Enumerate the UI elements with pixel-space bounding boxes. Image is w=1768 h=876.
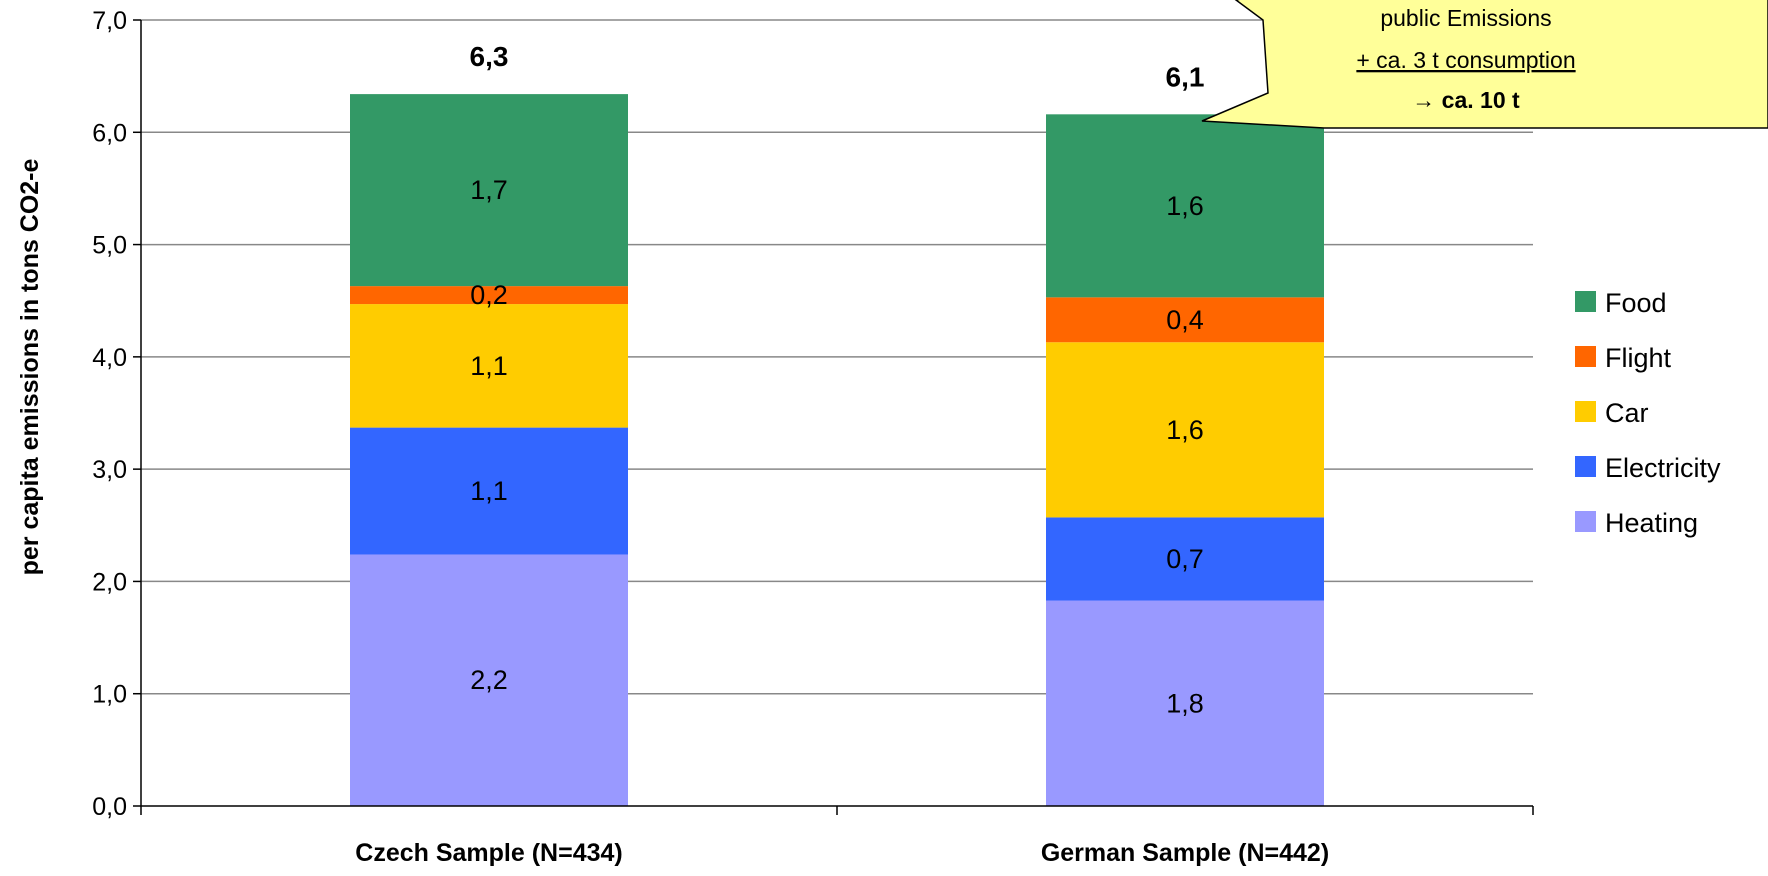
callout-line-1: public Emissions [1380, 5, 1551, 31]
data-label: 0,4 [1166, 305, 1204, 335]
callout-line-2: + ca. 3 t consumption [1356, 47, 1575, 73]
x-category-label: Czech Sample (N=434) [355, 839, 622, 867]
bar-segment-car [350, 304, 628, 428]
data-label: 0,2 [470, 280, 508, 310]
legend-label: Electricity [1605, 453, 1721, 483]
y-tick-label: 6,0 [92, 119, 127, 147]
data-label: 0,7 [1166, 544, 1204, 574]
legend-swatch-heating [1575, 511, 1596, 532]
legend-swatch-food [1575, 291, 1596, 312]
bar-segment-heating [350, 554, 628, 806]
total-label: 6,3 [470, 41, 509, 72]
axes: 0,0 1,0 2,0 3,0 4,0 5,0 6,0 7,0 [92, 7, 1534, 821]
data-label: 2,2 [470, 665, 508, 695]
y-tick-label: 7,0 [92, 7, 127, 35]
bar-segment-flight [1046, 297, 1324, 343]
data-label: 1,8 [1166, 688, 1204, 718]
legend-swatch-car [1575, 401, 1596, 422]
x-category-label: German Sample (N=442) [1041, 839, 1329, 867]
data-label: 1,1 [470, 476, 508, 506]
bars [350, 94, 1324, 806]
total-label: 6,1 [1166, 61, 1205, 92]
bar-segment-food [350, 94, 628, 287]
y-axis-label: per capita emissions in tons CO2-e [16, 159, 44, 576]
y-tick-label: 4,0 [92, 344, 127, 372]
data-label: 1,7 [470, 175, 508, 205]
legend-label: Flight [1605, 343, 1672, 373]
y-tick-label: 2,0 [92, 568, 127, 596]
legend-label: Heating [1605, 508, 1698, 538]
legend: Food Flight Car Electricity Heating [1575, 288, 1721, 538]
bar-segment-heating [1046, 600, 1324, 806]
legend-swatch-electricity [1575, 456, 1596, 477]
bar-segment-electricity [350, 427, 628, 555]
bar-segment-food [1046, 114, 1324, 298]
y-tick-label: 1,0 [92, 681, 127, 709]
labels: 2,2 1,1 1,1 0,2 1,7 6,3 Czech Sample (N=434) 1,… [355, 41, 1329, 867]
legend-label: Car [1605, 398, 1649, 428]
bar-segment-flight [350, 286, 628, 305]
legend-label: Food [1605, 288, 1667, 318]
data-label: 1,1 [470, 351, 508, 381]
callout-bubble [1201, 0, 1768, 129]
callout: public Emissions + ca. 3 t consumption →… [1201, 0, 1768, 129]
data-label: 1,6 [1166, 191, 1204, 221]
bar-segment-electricity [1046, 517, 1324, 601]
data-label: 1,6 [1166, 415, 1204, 445]
callout-line-3: → ca. 10 t [1412, 87, 1520, 113]
bar-segment-car [1046, 342, 1324, 518]
y-tick-label: 3,0 [92, 456, 127, 484]
y-tick-label: 5,0 [92, 232, 127, 260]
y-tick-label: 0,0 [92, 793, 127, 821]
legend-swatch-flight [1575, 346, 1596, 367]
